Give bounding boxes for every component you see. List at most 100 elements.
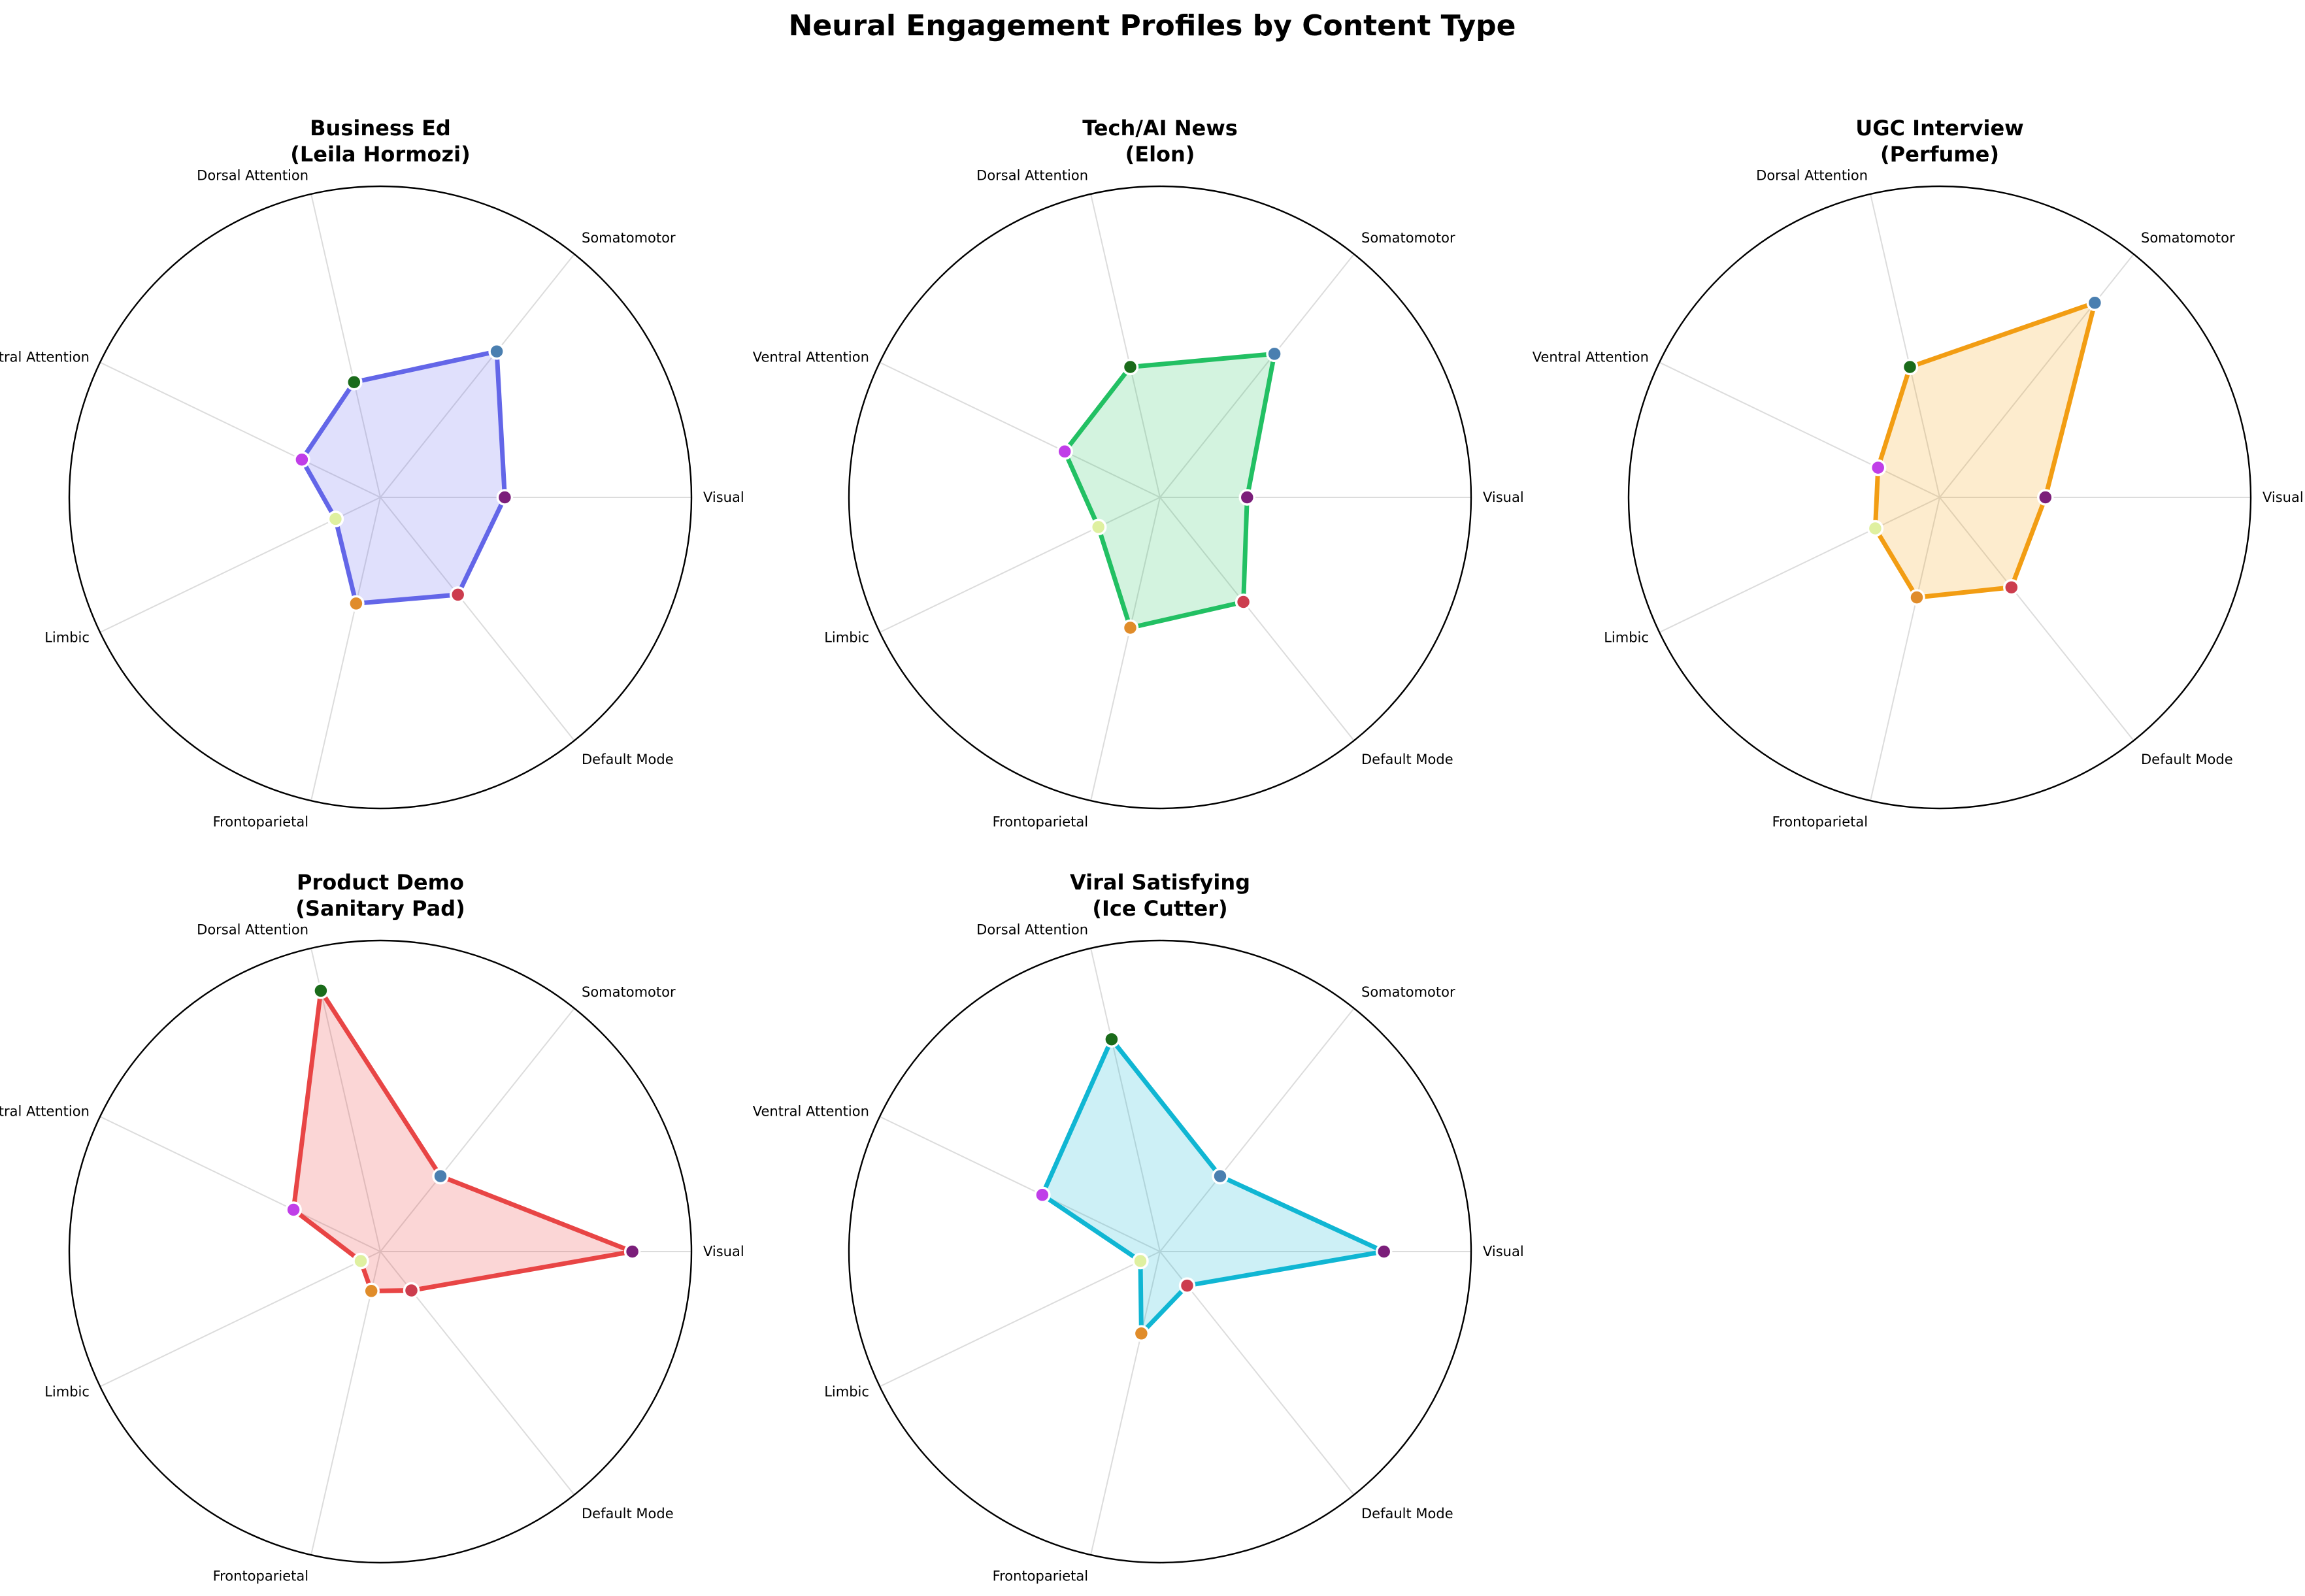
axis-label: Somatomotor [2141, 230, 2235, 246]
polar-frame [68, 185, 693, 810]
grid-spoke [879, 1116, 1161, 1252]
radar-panel: Product Demo(Sanitary Pad) Visual Somatomo… [0, 870, 744, 1584]
grid-spoke [1159, 497, 1355, 741]
grid-spoke [1090, 497, 1161, 801]
grid-spoke [99, 1251, 381, 1388]
panel-title: Tech/AI News [1082, 116, 1238, 141]
series-area [1042, 1039, 1384, 1334]
axis-label: Default Mode [1361, 1506, 1453, 1521]
grid-spoke [879, 1251, 1161, 1388]
polar-frame [1627, 185, 2252, 810]
grid-spoke [1090, 1251, 1161, 1555]
data-point [496, 489, 514, 506]
polar-frame [848, 185, 1472, 810]
panel-subtitle: (Perfume) [1880, 142, 1999, 167]
axis-label: Ventral Attention [0, 350, 90, 365]
data-point [1235, 593, 1252, 610]
axis-label: Ventral Attention [0, 1104, 90, 1120]
panel-subtitle: (Sanitary Pad) [295, 896, 465, 921]
data-point [312, 982, 329, 999]
data-point [403, 1282, 420, 1299]
radar-panels: Business Ed(Leila Hormozi) Visual Somatomo… [0, 116, 2304, 1584]
polar-frame [68, 939, 693, 1564]
grid-spoke [380, 254, 575, 498]
axis-label: Limbic [1604, 629, 1649, 645]
axis-label: Default Mode [582, 1506, 674, 1521]
data-point [1869, 459, 1887, 476]
data-point [1089, 518, 1107, 536]
axis-label: Default Mode [1361, 752, 1453, 767]
data-point [363, 1282, 380, 1300]
series-line [299, 348, 507, 607]
grid-spoke [99, 361, 381, 498]
data-point [1133, 1325, 1150, 1342]
data-point [1212, 1167, 1229, 1185]
grid-spoke [1939, 254, 2134, 498]
radar-panel: UGC Interview(Perfume) Visual Somatomotor D… [1533, 116, 2304, 830]
polar-frame [848, 939, 1472, 1564]
radar-panel: Business Ed(Leila Hormozi) Visual Somatomo… [0, 116, 744, 830]
data-point [1178, 1277, 1196, 1294]
data-point [285, 1201, 302, 1218]
data-point [1132, 1252, 1149, 1270]
panel-title: UGC Interview [1855, 116, 2023, 141]
axis-label: Somatomotor [1361, 230, 1455, 246]
axis-label: Somatomotor [582, 984, 676, 1000]
grid-spoke [380, 1008, 575, 1252]
grid-spoke [1870, 497, 1940, 801]
data-point [346, 373, 363, 391]
panel-title: Product Demo [297, 870, 464, 895]
axis-label: Dorsal Attention [976, 167, 1088, 183]
axis-label: Limbic [44, 629, 90, 645]
axis-label: Somatomotor [582, 230, 676, 246]
data-point [432, 1167, 449, 1185]
axis-label: Frontoparietal [213, 1569, 309, 1584]
data-point [1866, 520, 1884, 537]
series-line [1039, 1035, 1392, 1339]
data-point [1121, 619, 1139, 637]
axis-label: Default Mode [2141, 752, 2233, 767]
grid-spoke [1090, 193, 1161, 498]
series-line [1872, 299, 2098, 600]
data-point [1266, 345, 1283, 363]
axis-label: Somatomotor [1361, 984, 1455, 1000]
panel-subtitle: (Elon) [1125, 142, 1195, 167]
axis-label: Limbic [824, 1384, 869, 1399]
data-point [352, 1252, 369, 1270]
figure-title: Neural Engagement Profiles by Content Ty… [789, 9, 1516, 42]
axis-label: Visual [2263, 490, 2304, 505]
data-point [1375, 1243, 1393, 1260]
data-point [1034, 1186, 1051, 1204]
axis-label: Dorsal Attention [976, 922, 1088, 937]
data-point [348, 595, 365, 612]
data-point [2086, 294, 2104, 312]
grid-spoke [879, 361, 1161, 498]
data-point [623, 1243, 641, 1260]
panel-subtitle: (Leila Hormozi) [290, 142, 470, 167]
grid-spoke [1939, 497, 2134, 741]
data-point [293, 451, 310, 468]
grid-spoke [310, 497, 381, 801]
panel-subtitle: (Ice Cutter) [1092, 896, 1227, 921]
grid-spoke [1659, 497, 1940, 633]
axis-label: Dorsal Attention [197, 922, 308, 937]
grid-spoke [310, 193, 381, 498]
axis-label: Visual [703, 1244, 744, 1259]
panel-title: Viral Satisfying [1070, 870, 1250, 895]
data-point [327, 510, 344, 527]
axis-label: Dorsal Attention [197, 167, 308, 183]
series-line [1062, 351, 1278, 631]
grid-spoke [310, 1251, 381, 1555]
grid-spoke [1870, 193, 1940, 498]
grid-spoke [99, 1116, 381, 1252]
data-point [1238, 489, 1256, 506]
axis-label: Limbic [824, 629, 869, 645]
grid-spoke [380, 497, 575, 741]
radar-panel: Tech/AI News(Elon) Visual Somatomotor Dorsa… [753, 116, 1524, 830]
data-point [1908, 589, 1925, 606]
axis-label: Visual [1483, 1244, 1524, 1259]
data-point [2037, 489, 2054, 506]
axis-label: Frontoparietal [993, 1569, 1089, 1584]
axis-label: Frontoparietal [1772, 814, 1868, 830]
